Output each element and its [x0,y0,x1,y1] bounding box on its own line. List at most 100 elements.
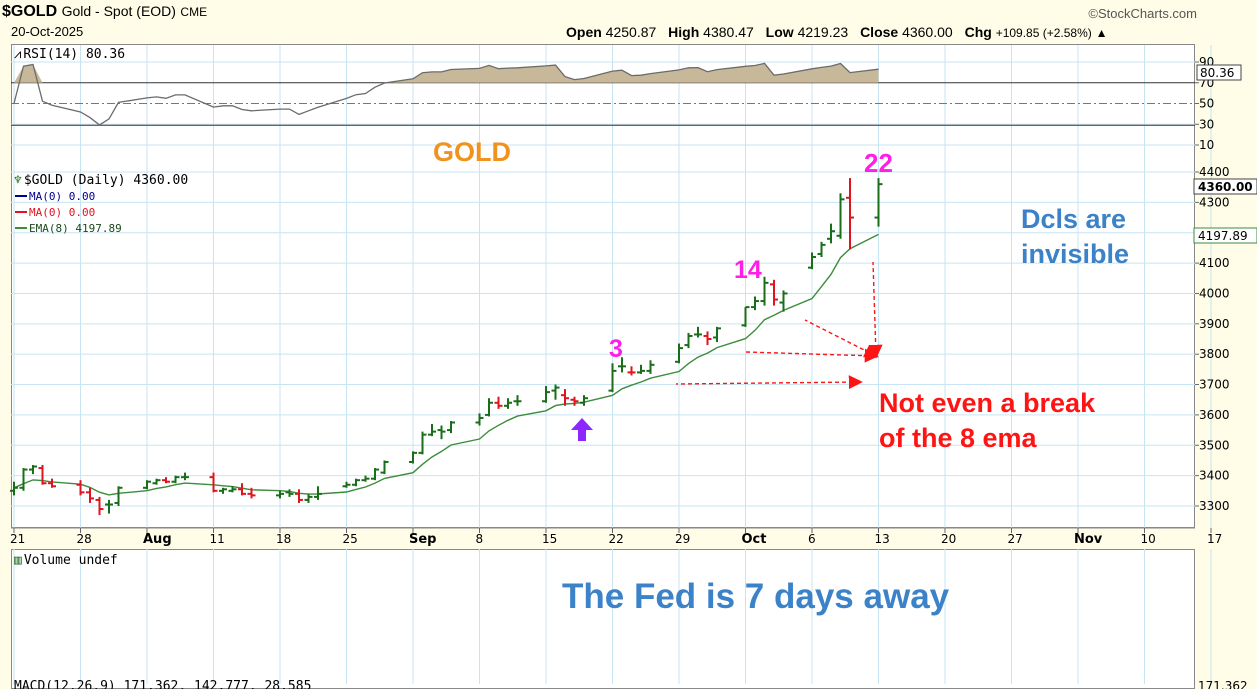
ohlc-bar [808,252,816,270]
x-tick-label: 29 [675,532,690,546]
x-tick-label: 20 [941,532,956,546]
svg-text:MA(0) 0.00: MA(0) 0.00 [29,206,95,219]
ohlc-bar [219,487,227,494]
x-tick-label: Nov [1074,532,1103,547]
ohlc-bar [295,489,303,503]
rsi-series [13,62,879,126]
annotation-dcls-line1: Dcls are [1021,204,1126,234]
price-tick-label: 4100 [1199,256,1230,270]
ohlc-bar [314,486,322,500]
price-tick-label: 4400 [1199,165,1230,179]
ma2-legend: MA(0) 0.00 [15,206,95,219]
ema-legend: EMA(8) 4197.89 [15,222,122,235]
ohlc-bar [380,460,389,475]
ohlc-bar [105,499,113,514]
chg-up-icon: ▲ [1095,26,1108,40]
ohlc-bar [770,279,778,306]
high-value: 4380.47 [703,24,754,40]
x-tick-label: 6 [808,532,816,546]
ohlc-bar [504,398,512,409]
ohlc-bar [608,363,617,393]
ohlc-bar [694,326,702,338]
ohlc-bar [846,178,854,250]
rsi-last-box [1196,64,1242,81]
annotation-break-line1: Not even a break [879,388,1096,418]
arrow-to-ema-2 [745,348,879,363]
price-legend: ♆ $GOLD (Daily) 4360.00 [14,173,188,188]
x-tick-label: 27 [1008,532,1023,546]
ohlc-bar [352,478,360,487]
rsi-tick-label: 30 [1199,117,1214,131]
symbol: $GOLD [2,3,58,20]
ma1-legend: MA(0) 0.00 [15,190,95,203]
low-value: 4219.23 [797,24,849,40]
arrow-to-ema-4 [868,261,883,359]
rsi-icon: ⩘ [14,47,21,62]
svg-text:EMA(8) 4197.89: EMA(8) 4197.89 [29,222,122,235]
annotation-3: 3 [609,335,623,363]
annotation-dcls-line2: invisible [1021,239,1129,269]
ohlc-bar [760,276,769,306]
ema-line [13,233,879,496]
volume-legend: ▥ Volume undef [14,553,118,568]
ohlc-bar [304,493,313,503]
copyright-icon: © [1088,6,1099,21]
ohlc-bar [447,420,455,434]
ohlc-bar [114,486,123,506]
ohlc-bar [95,496,104,516]
ohlc-bar [209,472,218,493]
ohlc-bar [181,472,189,481]
x-tick-label: 17 [1207,532,1222,546]
annotation-14: 14 [734,256,762,284]
rsi-tick-label: 50 [1199,97,1214,111]
ohlc-bar [827,223,835,244]
ohlc-bar [409,451,417,464]
annotation-gold: GOLD [433,137,511,167]
open-label: Open [566,24,602,40]
ohlc-bar [684,332,693,349]
svg-text:MA(0) 0.00: MA(0) 0.00 [29,190,95,203]
volume-bar-icon: ▥ [14,553,22,568]
ohlc-bar [342,481,351,488]
ema-last-box [1193,227,1257,244]
ohlc-bar [38,465,47,485]
ohlc-bar [152,478,161,485]
ohlc-bar [542,386,550,403]
ohlc-bar [551,384,560,400]
ohlc-bar [276,490,284,499]
ohlc-bar [418,431,427,455]
ohlc-bar [570,396,579,406]
chart-title: $GOLD Gold - Spot (EOD) CME [2,3,207,21]
rsi-line [13,62,879,126]
x-tick-label: 21 [10,532,25,546]
price-last-label: 4360.00 [1198,180,1253,194]
x-tick-label: 25 [343,532,358,546]
x-tick-label: 13 [875,532,890,546]
ohlc-bar [675,343,683,364]
x-tick-label: 18 [276,532,291,546]
chg-label: Chg [964,24,992,40]
ohlc-bar [779,290,788,312]
annotation-break-line2: of the 8 ema [879,423,1038,453]
rsi-last-label: 80.36 [1200,66,1234,80]
arrow-to-ema-3 [804,319,879,358]
price-tick-label: 3700 [1199,378,1230,392]
ema-last-label: 4197.89 [1198,229,1248,243]
price-bar-icon: ♆ [14,173,22,188]
price-tick-label: 4000 [1199,286,1230,300]
ohlc-bar [561,389,569,406]
x-tick-label: 28 [77,532,92,546]
ohlc-bar [580,395,588,406]
price-panel [11,170,1195,528]
price-tick-label: 4300 [1199,195,1230,209]
price-bars [10,178,883,516]
price-tick-label: 3300 [1199,499,1230,513]
rsi-tick-label: 10 [1199,138,1214,152]
x-tick-label: Sep [409,532,437,547]
ohlc-bar [228,486,237,493]
close-label: Close [860,24,899,40]
close-value: 4360.00 [902,24,953,40]
open-value: 4250.87 [605,24,657,40]
ohlc-bar [646,360,655,374]
ohlc-bar [627,366,636,376]
